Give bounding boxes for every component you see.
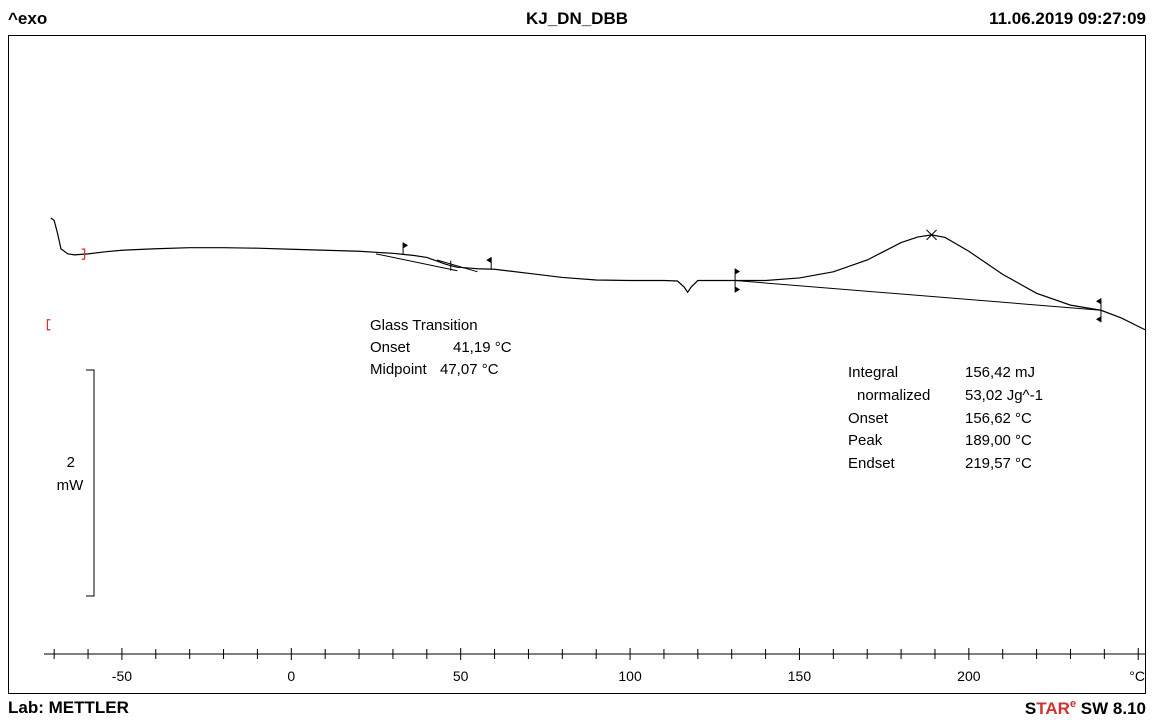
endset-value: 219,57 °C <box>965 455 1032 472</box>
x-tick-label: 0 <box>287 668 295 684</box>
x-tick-label: 150 <box>788 668 812 684</box>
dsc-curve <box>50 217 1146 331</box>
glass-transition-title: Glass Transition <box>370 317 478 334</box>
integral-left-limit-marker-upper <box>735 268 741 275</box>
integral-label: Integral <box>848 364 898 381</box>
scale-bar: 2 mW <box>57 369 95 597</box>
integral-left-limit-marker-lower <box>735 286 741 293</box>
integral-right-limit-marker-upper <box>1095 298 1101 305</box>
star-brand-red: TAR <box>1036 699 1070 718</box>
peak-baseline <box>735 280 1102 311</box>
integral-value: 156,42 mJ <box>965 364 1035 381</box>
gt-midpoint-label: Midpoint <box>370 361 428 378</box>
peak-onset-value: 156,62 °C <box>965 410 1032 427</box>
gt-onset-value: 41,19 °C <box>453 339 512 356</box>
gt-right-limit-marker <box>486 257 492 264</box>
x-tick-label: -50 <box>112 668 132 684</box>
markers-group <box>46 229 1102 331</box>
star-prefix: S <box>1024 699 1037 718</box>
scale-bar-bracket <box>86 369 95 597</box>
glass-transition-annotation: Glass Transition Onset 41,19 °C Midpoint… <box>370 317 512 378</box>
x-axis-unit: °C <box>1129 668 1145 684</box>
dsc-curve-group <box>50 217 1146 331</box>
x-tick-label: 50 <box>453 668 469 684</box>
range-end-bracket <box>81 248 86 260</box>
x-axis: -50 0 50 100 150 200 °C <box>44 648 1145 684</box>
range-start-bracket <box>46 319 51 331</box>
experiment-title: KJ_DN_DBB <box>525 9 629 28</box>
timestamp: 11.06.2019 09:27:09 <box>989 9 1146 28</box>
software-version: STARe SW 8.10 <box>1025 698 1146 719</box>
exo-direction-label: ^exo <box>8 9 48 28</box>
star-suffix: SW 8.10 <box>1076 699 1146 718</box>
peak-analysis-annotation: Integral 156,42 mJ normalized 53,02 Jg^-… <box>848 364 1043 472</box>
peak-onset-label: Onset <box>848 410 889 427</box>
gt-onset-label: Onset <box>370 339 411 356</box>
x-tick-label: 200 <box>957 668 981 684</box>
gt-baseline-line <box>436 259 478 273</box>
normalized-value: 53,02 Jg^-1 <box>965 387 1043 404</box>
gt-left-limit-marker <box>403 242 409 249</box>
gt-tangent-line <box>375 253 458 272</box>
scale-bar-value: 2 <box>67 454 75 471</box>
lab-label: Lab: METTLER <box>8 698 129 717</box>
x-tick-label: 100 <box>618 668 642 684</box>
endset-label: Endset <box>848 455 896 472</box>
gt-midpoint-value: 47,07 °C <box>440 361 499 378</box>
scale-bar-unit: mW <box>57 477 84 494</box>
integral-right-limit-marker-lower <box>1095 316 1101 323</box>
peak-value: 189,00 °C <box>965 432 1032 449</box>
peak-x-marker <box>926 229 937 241</box>
plot-frame <box>8 35 1146 694</box>
normalized-label: normalized <box>857 387 930 404</box>
peak-label: Peak <box>848 432 883 449</box>
star-superscript: e <box>1069 698 1077 710</box>
